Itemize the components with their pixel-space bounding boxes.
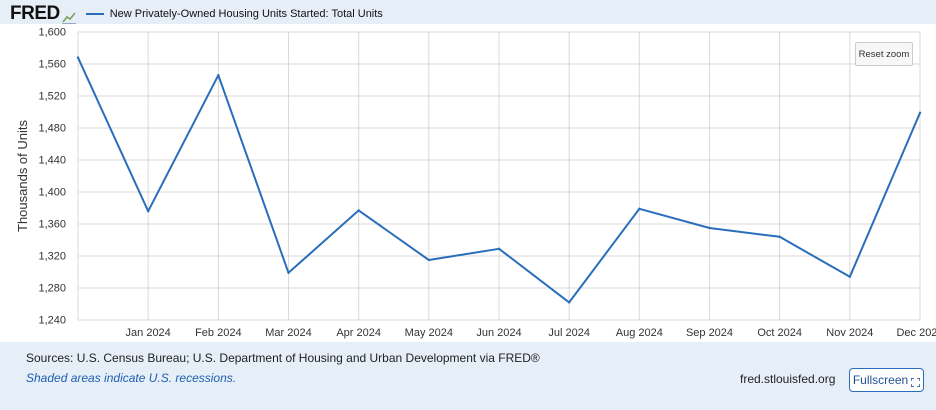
y-axis-label: Thousands of Units (15, 120, 30, 233)
data-point (146, 210, 150, 213)
logo-text: FRED (10, 3, 60, 24)
x-tick-label: Jul 2024 (548, 327, 590, 339)
line-chart[interactable]: 1,240 1,280 1,320 1,360 1,400 1,440 1,480 1,520… (0, 24, 936, 342)
y-tick-label: 1,440 (38, 155, 66, 167)
data-point (287, 271, 290, 274)
y-tick-label: 1,280 (38, 283, 66, 295)
header-bar: FRED New Privately-Owned Housing Units S… (10, 3, 383, 25)
y-tick-label: 1,480 (38, 123, 66, 135)
x-tick-label: Apr 2024 (336, 327, 381, 339)
x-tick-label: Oct 2024 (757, 327, 802, 339)
data-point (638, 207, 641, 210)
site-link[interactable]: fred.stlouisfed.org (740, 372, 836, 386)
y-tick-label: 1,240 (38, 315, 66, 327)
legend-swatch (85, 13, 104, 15)
x-tick-label: Nov 2024 (826, 327, 873, 339)
recession-note: Shaded areas indicate U.S. recessions. (26, 371, 237, 385)
data-point (918, 111, 922, 115)
x-tick-label: Feb 2024 (195, 327, 241, 339)
y-tick-label: 1,320 (38, 251, 66, 263)
data-point (427, 258, 431, 262)
data-point (497, 247, 501, 250)
x-tick-label: May 2024 (405, 327, 453, 339)
x-tick-label: Dec 2024 (896, 327, 936, 339)
data-point (848, 275, 852, 278)
y-tick-label: 1,360 (38, 219, 66, 231)
sources-note: Sources: U.S. Census Bureau; U.S. Depart… (26, 351, 540, 365)
chart-line-icon (61, 8, 76, 24)
reset-zoom-button[interactable]: Reset zoom (855, 42, 913, 66)
plot-area[interactable]: 1,240 1,280 1,320 1,360 1,400 1,440 1,480 1,520… (0, 24, 936, 342)
fullscreen-label: Fullscreen (852, 373, 909, 387)
data-point (217, 74, 220, 77)
x-tick-label: Aug 2024 (616, 327, 663, 339)
y-tick-label: 1,600 (38, 27, 66, 39)
x-tick-label: Jan 2024 (126, 327, 171, 339)
legend-label: New Privately-Owned Housing Units Starte… (109, 8, 383, 20)
data-point (76, 56, 80, 59)
y-tick-label: 1,400 (38, 187, 66, 199)
y-tick-label: 1,560 (38, 59, 66, 71)
fullscreen-icon (910, 376, 921, 388)
data-point (708, 226, 711, 230)
x-tick-label: Jun 2024 (476, 327, 521, 339)
data-point (357, 209, 360, 212)
data-point (778, 235, 781, 238)
y-tick-label: 1,520 (38, 91, 66, 103)
data-point (567, 301, 571, 304)
fred-logo[interactable]: FRED (10, 3, 76, 25)
x-tick-label: Mar 2024 (265, 327, 311, 339)
x-tick-label: Sep 2024 (686, 327, 733, 339)
fullscreen-button[interactable]: Fullscreen (849, 368, 924, 392)
